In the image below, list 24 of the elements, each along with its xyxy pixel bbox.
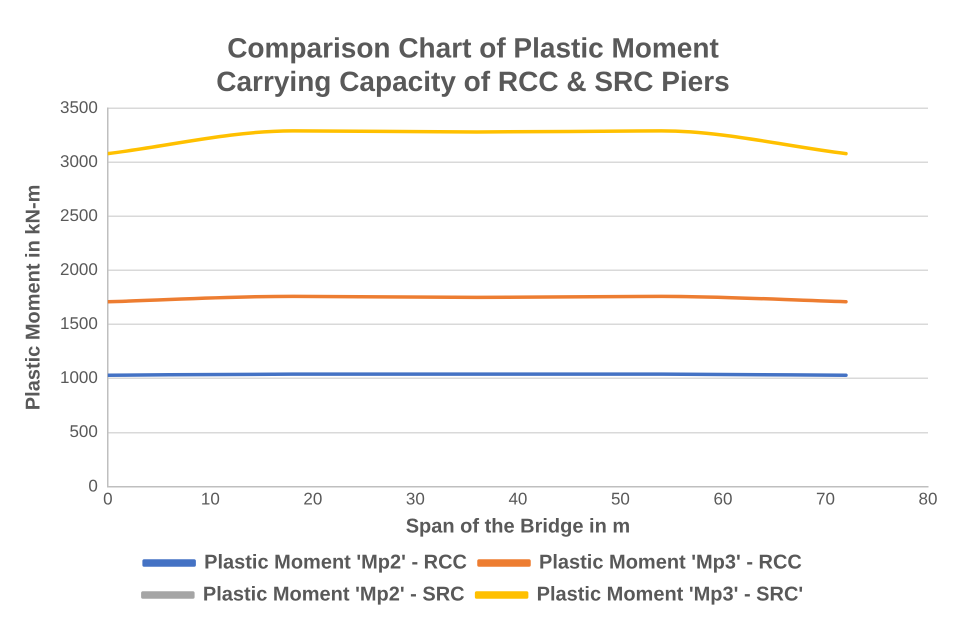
y-tick-label: 1500 (60, 314, 98, 334)
x-tick-label: 20 (303, 489, 322, 508)
legend-label: Plastic Moment 'Mp2' - SRC (202, 584, 465, 606)
x-tick-label: 70 (816, 489, 835, 508)
x-tick-label: 80 (918, 489, 938, 508)
y-tick-label: 1000 (60, 368, 98, 388)
x-tick-label: 40 (508, 489, 528, 508)
y-tick-label: 2500 (60, 206, 98, 225)
legend-label: Plastic Moment 'Mp3' - SRC' (536, 584, 804, 606)
y-tick-label: 3500 (60, 98, 98, 117)
y-tick-label: 0 (88, 476, 98, 496)
x-tick-label: 30 (406, 489, 425, 508)
y-tick-label: 3000 (60, 152, 98, 171)
y-tick-label: 2000 (60, 260, 98, 280)
x-tick-label: 10 (200, 489, 220, 508)
y-axis-title: Plastic Moment in kN-m (22, 184, 45, 410)
x-tick-label: 0 (103, 489, 113, 508)
x-tick-label: 60 (713, 489, 732, 508)
legend-label: Plastic Moment 'Mp2' - RCC (204, 552, 468, 574)
y-tick-label: 500 (69, 422, 98, 442)
legend-label: Plastic Moment 'Mp3' - RCC (539, 552, 802, 574)
x-axis-title: Span of the Bridge in m (406, 516, 630, 538)
chart-title: Comparison Chart of Plastic Moment Carrying Capacity of RCC & SRC Piers (216, 32, 730, 98)
x-tick-label: 50 (610, 489, 630, 508)
